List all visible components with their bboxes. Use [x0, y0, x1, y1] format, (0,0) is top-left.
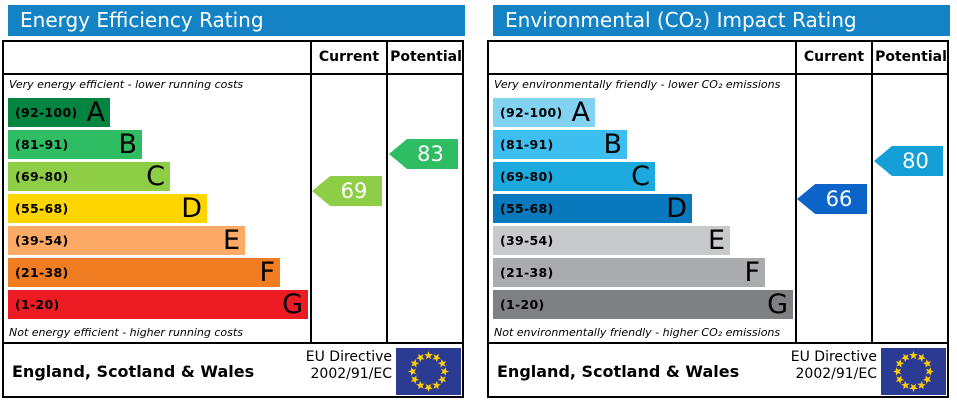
- potential-column-header: Potential: [390, 48, 462, 65]
- eu-directive-label: EU Directive 2002/91/EC: [274, 349, 392, 383]
- band-range: (55-68): [500, 201, 554, 216]
- band-letter: G: [282, 289, 303, 320]
- band-range: (92-100): [500, 105, 563, 120]
- band-letter: B: [603, 129, 622, 160]
- band-d: (55-68) D: [493, 194, 692, 223]
- rating-bands: (92-100) A (81-91) B (69-80) C (55-68) D…: [493, 98, 793, 322]
- eu-directive-line1: EU Directive: [790, 349, 877, 365]
- band-letter: F: [744, 257, 760, 288]
- energy-efficiency-panel: Energy Efficiency Rating Current Potenti…: [0, 0, 470, 404]
- band-letter: E: [222, 225, 240, 256]
- panel-title: Energy Efficiency Rating: [8, 5, 465, 36]
- band-g: (1-20) G: [493, 290, 793, 319]
- band-range: (39-54): [15, 233, 69, 248]
- band-letter: C: [631, 161, 650, 192]
- band-range: (81-91): [500, 137, 554, 152]
- top-note: Very energy efficient - lower running co…: [9, 78, 244, 91]
- band-g: (1-20) G: [8, 290, 308, 319]
- band-range: (81-91): [15, 137, 69, 152]
- band-c: (69-80) C: [8, 162, 170, 191]
- band-c: (69-80) C: [493, 162, 655, 191]
- band-letter: C: [146, 161, 165, 192]
- footer-row-divider: [487, 342, 949, 344]
- band-range: (21-38): [500, 265, 554, 280]
- potential-rating-value: 83: [417, 142, 444, 166]
- band-range: (1-20): [15, 297, 60, 312]
- bottom-note: Not energy efficient - higher running co…: [9, 326, 243, 339]
- band-f: (21-38) F: [8, 258, 280, 287]
- band-d: (55-68) D: [8, 194, 207, 223]
- column-divider: [871, 40, 873, 344]
- band-letter: A: [571, 97, 590, 128]
- band-range: (39-54): [500, 233, 554, 248]
- band-letter: B: [118, 129, 137, 160]
- band-range: (92-100): [15, 105, 78, 120]
- band-range: (55-68): [15, 201, 69, 216]
- band-b: (81-91) B: [8, 130, 142, 159]
- eu-directive-line2: 2002/91/EC: [310, 366, 393, 382]
- current-column-header: Current: [803, 48, 865, 65]
- current-rating-arrow: 66: [797, 184, 867, 214]
- band-range: (1-20): [500, 297, 545, 312]
- band-f: (21-38) F: [493, 258, 765, 287]
- current-rating-value: 66: [825, 187, 853, 211]
- table-border: [2, 40, 464, 398]
- band-letter: D: [666, 193, 687, 224]
- bottom-note: Not environmentally friendly - higher CO…: [494, 326, 781, 339]
- co2-impact-panel: Environmental (CO₂) Impact Rating Curren…: [485, 0, 955, 404]
- header-row-divider: [2, 73, 464, 75]
- potential-column-header: Potential: [875, 48, 947, 65]
- band-range: (21-38): [15, 265, 69, 280]
- current-rating-value: 69: [340, 179, 368, 203]
- region-label: England, Scotland & Wales: [497, 361, 740, 381]
- panel-title: Environmental (CO₂) Impact Rating: [493, 5, 950, 36]
- band-letter: D: [181, 193, 202, 224]
- rating-bands: (92-100) A (81-91) B (69-80) C (55-68) D…: [8, 98, 308, 322]
- band-e: (39-54) E: [8, 226, 245, 255]
- footer-row-divider: [2, 342, 464, 344]
- eu-flag-icon: [881, 348, 946, 395]
- band-e: (39-54) E: [493, 226, 730, 255]
- current-column-header: Current: [318, 48, 380, 65]
- region-label: England, Scotland & Wales: [12, 361, 255, 381]
- eu-directive-line2: 2002/91/EC: [795, 366, 878, 382]
- top-note: Very environmentally friendly - lower CO…: [494, 78, 781, 91]
- table-border: [487, 40, 949, 398]
- band-a: (92-100) A: [8, 98, 110, 127]
- band-letter: G: [767, 289, 788, 320]
- band-a: (92-100) A: [493, 98, 595, 127]
- band-range: (69-80): [15, 169, 69, 184]
- eu-flag-icon: [396, 348, 461, 395]
- column-divider: [386, 40, 388, 344]
- column-divider: [310, 40, 312, 344]
- eu-directive-label: EU Directive 2002/91/EC: [759, 349, 877, 383]
- potential-rating-value: 80: [902, 149, 929, 173]
- band-letter: E: [707, 225, 725, 256]
- eu-directive-line1: EU Directive: [305, 349, 392, 365]
- band-letter: F: [259, 257, 275, 288]
- band-range: (69-80): [500, 169, 554, 184]
- header-row-divider: [487, 73, 949, 75]
- column-divider: [795, 40, 797, 344]
- band-letter: A: [86, 97, 105, 128]
- band-b: (81-91) B: [493, 130, 627, 159]
